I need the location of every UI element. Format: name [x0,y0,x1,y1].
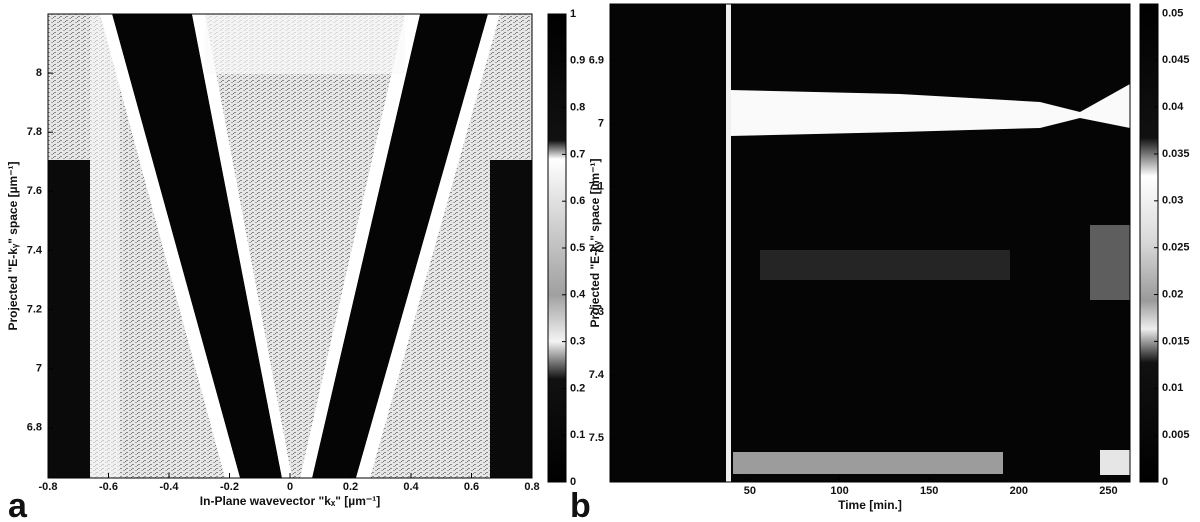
y-axis-title: Projected "E-kᵧ" space [µm⁻¹] [588,158,602,327]
heatmap-image [610,4,1130,482]
colorbar-tick-label: 0.2 [570,382,585,394]
panel-label: a [8,487,28,522]
y-tick-label: 7.1 [589,180,604,192]
x-tick-label: -0.8 [39,481,58,493]
x-tick-label: 200 [1010,485,1028,497]
colorbar-tick-label: 0.02 [1162,288,1183,300]
colorbar-tick-label: 0.045 [1162,54,1190,66]
y-axis-title: Projected "E-kᵧ" space [µm⁻¹] [6,161,20,330]
x-axis-title: Time [min.] [838,498,902,512]
x-tick-label: 0 [287,481,293,493]
heatmap-image [48,14,532,478]
x-tick-label: 0.2 [343,481,358,493]
x-tick-label: 0.4 [403,481,419,493]
colorbar-tick-label: 0.03 [1162,195,1183,207]
x-tick-label: -0.6 [99,481,118,493]
y-tick-label: 7.2 [589,243,604,255]
colorbar-tick-label: 1 [570,8,576,20]
colorbar-tick-label: 0.025 [1162,242,1190,254]
y-tick-label: 7.4 [27,244,43,256]
y-tick-label: 7.6 [27,185,42,197]
colorbar-tick-label: 0.015 [1162,335,1190,347]
y-tick-label: 7.5 [589,432,604,444]
y-tick-label: 7.4 [589,369,605,381]
x-tick-label: -0.2 [220,481,239,493]
colorbar-tick-label: 0 [1162,476,1168,488]
colorbar-tick-label: 0.1 [570,429,585,441]
colorbar-tick-label: 0.05 [1162,7,1183,19]
y-tick-label: 7 [598,117,604,129]
x-tick-label: 150 [920,485,938,497]
colorbar [1139,3,1159,483]
x-tick-label: 0.6 [464,481,479,493]
colorbar-tick-label: 0.5 [570,242,585,254]
y-tick-label: 6.9 [589,55,604,67]
plot-frame [609,3,1131,483]
colorbar-tick-label: 0 [570,476,576,488]
colorbar-tick-label: 0.04 [1162,101,1184,113]
panel-label: b [570,487,591,522]
colorbar-tick-label: 0.6 [570,195,585,207]
x-tick-label: 250 [1099,485,1117,497]
colorbar-tick-label: 0.035 [1162,148,1190,160]
y-tick-label: 8 [36,67,42,79]
colorbar-tick-label: 0.9 [570,55,585,67]
colorbar-tick-label: 0.4 [570,289,586,301]
colorbar-tick-label: 0.3 [570,336,585,348]
y-tick-label: 7.3 [589,306,604,318]
colorbar-tick-label: 0.7 [570,148,585,160]
colorbar-tick-label: 0.01 [1162,382,1183,394]
colorbar-tick-label: 0.005 [1162,429,1190,441]
x-tick-label: 50 [744,485,756,497]
x-tick-label: -0.4 [160,481,180,493]
colorbar-tick-label: 0.8 [570,102,585,114]
y-tick-label: 7.8 [27,126,42,138]
y-tick-label: 6.8 [27,422,42,434]
x-axis-title: In-Plane wavevector "kₓ" [µm⁻¹] [200,494,380,508]
y-tick-label: 7 [36,363,42,375]
x-tick-label: 100 [830,485,848,497]
x-tick-label: 0.8 [524,481,539,493]
y-tick-label: 7.2 [27,303,42,315]
